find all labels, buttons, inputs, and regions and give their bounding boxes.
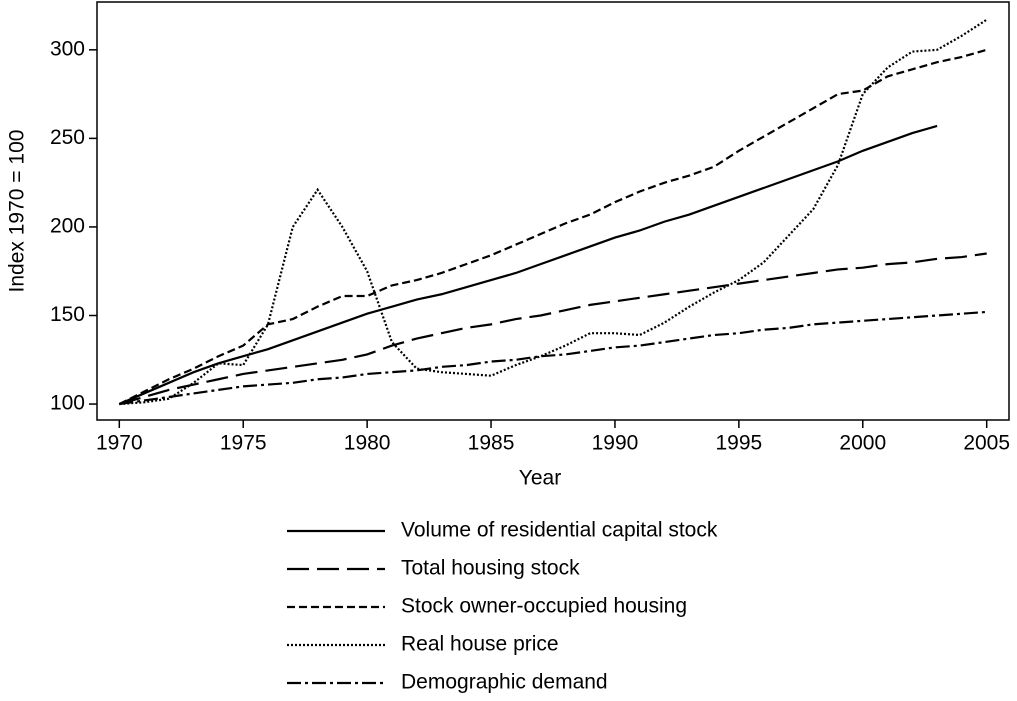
legend-label: Real house price (401, 633, 559, 656)
series-line (118, 124, 938, 406)
y-tick-label: 300 (50, 37, 85, 60)
x-tick-label: 2005 (963, 432, 1010, 455)
series-line (119, 310, 987, 406)
x-tick-label: 2000 (839, 432, 886, 455)
x-tick-label: 1970 (96, 432, 143, 455)
series-line (118, 48, 987, 406)
legend-label: Total housing stock (401, 557, 580, 580)
legend-label: Demographic demand (401, 671, 608, 694)
x-tick-label: 1980 (344, 432, 391, 455)
series-line (119, 18, 988, 406)
y-tick-label: 200 (50, 214, 85, 237)
series-line (119, 252, 987, 406)
y-tick-label: 150 (50, 303, 85, 326)
legend-label: Stock owner-occupied housing (401, 595, 687, 618)
y-tick-label: 250 (50, 126, 85, 149)
x-axis-label: Year (519, 467, 561, 490)
x-tick-label: 1975 (220, 432, 267, 455)
x-tick-label: 1995 (716, 432, 763, 455)
legend-label: Volume of residential capital stock (401, 519, 718, 542)
x-tick-label: 1990 (592, 432, 639, 455)
plot-frame (96, 1, 1010, 421)
y-axis-label: Index 1970 = 100 (6, 130, 29, 293)
x-tick-label: 1985 (468, 432, 515, 455)
y-tick-label: 100 (50, 392, 85, 415)
